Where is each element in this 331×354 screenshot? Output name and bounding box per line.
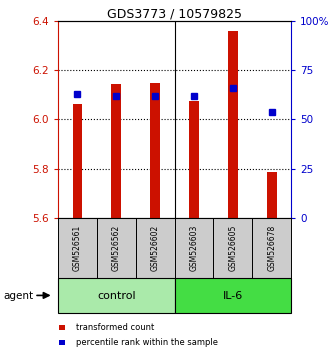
Bar <box>112 84 121 218</box>
Text: agent: agent <box>3 291 33 301</box>
Text: transformed count: transformed count <box>76 323 154 332</box>
Bar <box>58 278 175 313</box>
Bar <box>58 218 97 278</box>
Text: GSM526562: GSM526562 <box>112 225 121 271</box>
Text: IL-6: IL-6 <box>223 291 243 301</box>
Text: GSM526561: GSM526561 <box>73 225 82 271</box>
Bar <box>97 218 136 278</box>
Bar <box>136 218 175 278</box>
Text: GSM526605: GSM526605 <box>228 224 237 271</box>
Bar <box>72 103 82 218</box>
Bar <box>189 101 199 218</box>
Bar <box>228 31 238 218</box>
Bar <box>59 325 65 330</box>
Bar <box>175 218 213 278</box>
Text: GSM526678: GSM526678 <box>267 225 276 271</box>
Bar <box>252 218 291 278</box>
Bar <box>175 278 291 313</box>
Bar <box>59 340 65 345</box>
Text: GSM526603: GSM526603 <box>190 224 199 271</box>
Title: GDS3773 / 10579825: GDS3773 / 10579825 <box>107 7 242 20</box>
Text: GSM526602: GSM526602 <box>151 225 160 271</box>
Bar <box>267 172 277 218</box>
Text: percentile rank within the sample: percentile rank within the sample <box>76 338 218 347</box>
Bar <box>213 218 252 278</box>
Bar <box>150 83 160 218</box>
Text: control: control <box>97 291 136 301</box>
